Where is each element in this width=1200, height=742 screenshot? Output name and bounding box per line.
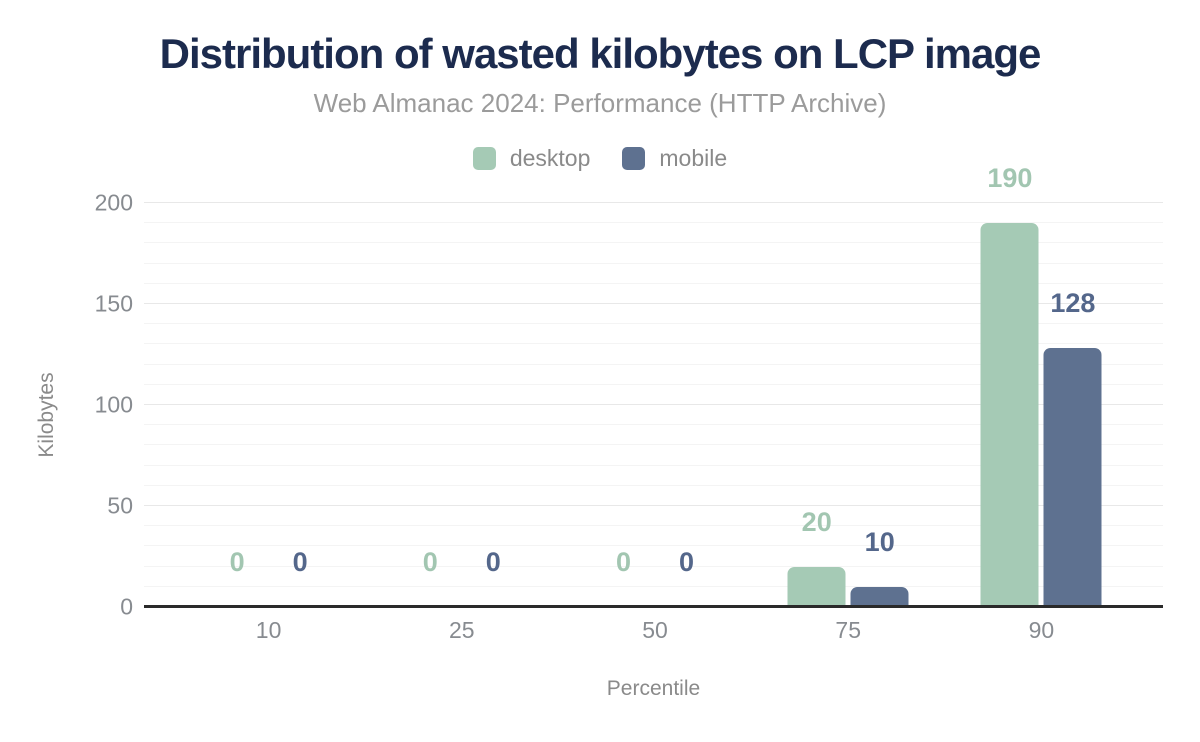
gridline xyxy=(144,585,1163,587)
legend-item-mobile[interactable]: mobile xyxy=(622,144,728,171)
gridline xyxy=(144,282,1163,284)
chart-subtitle: Web Almanac 2024: Performance (HTTP Arch… xyxy=(313,88,887,118)
x-tick-label: 25 xyxy=(449,617,475,643)
bar-group-p75: 20 10 xyxy=(752,203,945,607)
x-axis-ticks: 10 25 50 75 90 xyxy=(144,616,1163,644)
bar-value-label: 0 xyxy=(229,547,245,577)
bar-value-label: 0 xyxy=(292,547,308,577)
bar-desktop-p90[interactable]: 190 xyxy=(980,165,1039,607)
y-tick-label: 200 xyxy=(94,189,133,216)
legend-item-label: mobile xyxy=(659,144,728,171)
legend-swatch-desktop-icon xyxy=(472,146,496,170)
bar-desktop-p75[interactable]: 20 xyxy=(787,508,846,607)
bar-value-label: 0 xyxy=(615,547,632,577)
gridline xyxy=(144,242,1163,244)
y-tick-label: 50 xyxy=(107,492,133,519)
bar-value-label: 128 xyxy=(1050,288,1096,319)
bar-value-label: 10 xyxy=(864,526,895,557)
gridline xyxy=(144,444,1163,446)
plot-area: 0 0 0 0 0 0 20 10 190 128 xyxy=(144,165,1163,608)
bar-value-label: 0 xyxy=(422,547,438,577)
gridline xyxy=(144,545,1163,547)
y-tick-label: 150 xyxy=(94,290,133,317)
gridline xyxy=(144,505,1163,506)
gridline xyxy=(144,363,1163,365)
gridline xyxy=(144,484,1163,486)
x-tick-label: 50 xyxy=(642,617,668,643)
gridline xyxy=(144,525,1163,527)
bar-value-label: 20 xyxy=(801,506,832,537)
legend: desktop mobile xyxy=(0,146,1200,170)
gridline xyxy=(144,222,1163,224)
bar-value-label: 0 xyxy=(485,547,501,577)
gridline xyxy=(144,343,1163,345)
bar-pair: 190 128 xyxy=(980,165,1102,607)
gridline xyxy=(144,464,1163,466)
y-axis-ticks: 0 50 100 150 200 xyxy=(40,191,144,618)
gridline xyxy=(144,404,1163,405)
x-tick-label: 90 xyxy=(1028,617,1055,643)
bar-group-p90: 190 128 xyxy=(945,165,1138,607)
x-tick-label: 75 xyxy=(835,617,861,643)
legend-item-label: desktop xyxy=(509,144,591,171)
bar-mobile-p75[interactable]: 10 xyxy=(850,528,909,607)
bar-pair: 20 10 xyxy=(787,508,909,607)
gridline xyxy=(144,424,1163,426)
x-axis-line xyxy=(144,605,1163,608)
gridline xyxy=(144,303,1163,304)
gridline xyxy=(144,323,1163,325)
y-tick-label: 0 xyxy=(120,593,133,620)
bar-value-label: 190 xyxy=(987,163,1033,194)
chart-title: Distribution of wasted kilobytes on LCP … xyxy=(159,30,1042,77)
bar-value-label: 0 xyxy=(678,547,695,577)
gridline xyxy=(144,383,1163,385)
y-tick-label: 100 xyxy=(94,391,133,418)
gridline xyxy=(144,565,1163,567)
legend-item-desktop[interactable]: desktop xyxy=(472,144,591,171)
x-tick-label: 10 xyxy=(255,617,282,643)
x-axis-title: Percentile xyxy=(606,677,701,700)
legend-swatch-mobile-icon xyxy=(622,146,646,170)
bar-groups: 0 0 0 0 0 0 20 10 190 128 xyxy=(144,165,1163,607)
gridline xyxy=(144,202,1163,203)
bar-mobile-p90[interactable]: 128 xyxy=(1043,290,1102,607)
gridline xyxy=(144,262,1163,264)
